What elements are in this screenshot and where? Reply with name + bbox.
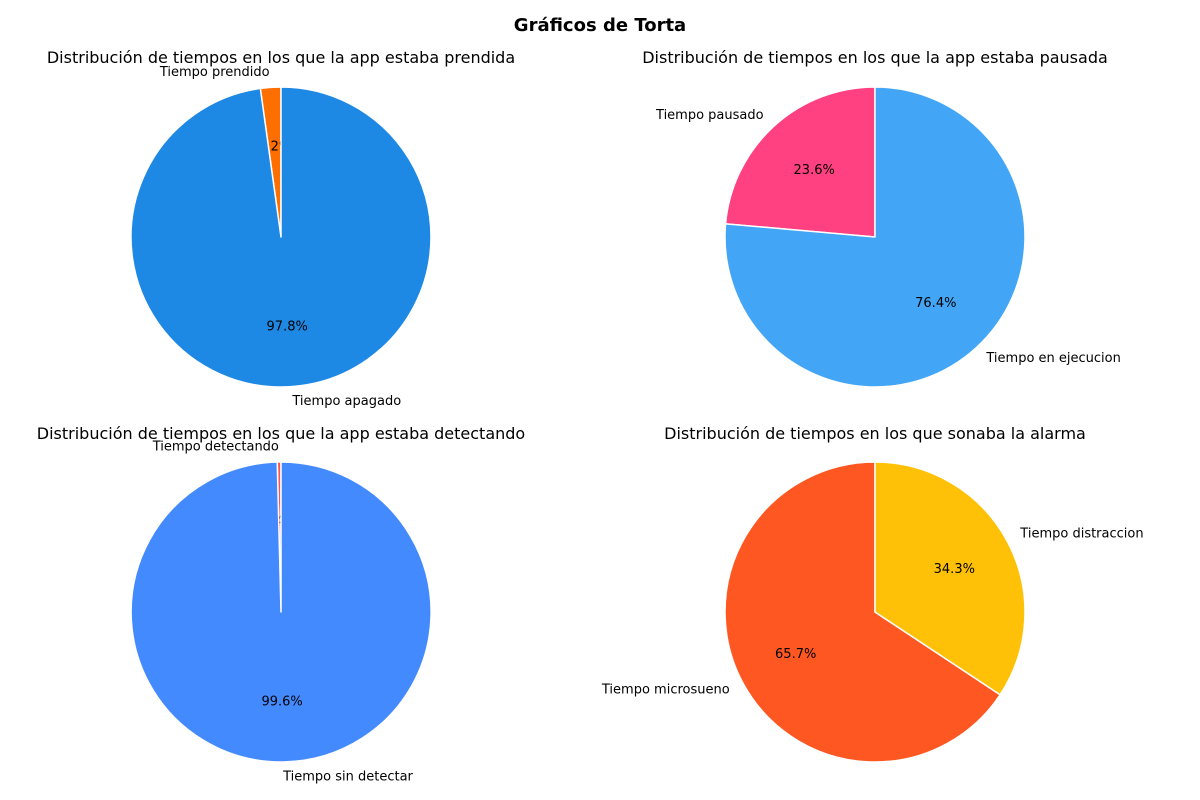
- pie-slice: [724, 461, 1001, 763]
- pie-chart-panel: Distribución de tiempos en los que la ap…: [47, 48, 515, 409]
- slice-percentage-label: 97.8%: [267, 319, 308, 334]
- slice-label: Tiempo prendido: [159, 65, 270, 80]
- slice-label: Tiempo sin detectar: [282, 770, 413, 785]
- pie-chart-title: Distribución de tiempos en los que la ap…: [37, 424, 525, 443]
- pie-slice: [874, 461, 1026, 696]
- pie-slice: [130, 86, 432, 388]
- slice-percentage-label: 99.6%: [261, 695, 302, 710]
- slice-label: Tiempo detectando: [152, 440, 279, 455]
- figure-title: Gráficos de Torta: [514, 15, 686, 36]
- pie-chart-title: Distribución de tiempos en los que la ap…: [47, 48, 515, 67]
- pie-slice: [130, 461, 432, 763]
- slice-label: Tiempo distraccion: [1019, 526, 1143, 541]
- slice-label: Tiempo apagado: [291, 394, 401, 409]
- slice-percentage-label: 76.4%: [915, 296, 956, 311]
- pie-slice: [724, 86, 876, 238]
- pie-chart-title: Distribución de tiempos en los que sonab…: [664, 424, 1086, 443]
- slice-percentage-label: 65.7%: [775, 647, 816, 662]
- pie-chart-panel: Distribución de tiempos en los que la ap…: [642, 48, 1121, 388]
- slice-label: Tiempo microsueno: [601, 683, 730, 698]
- slice-label: Tiempo en ejecucion: [985, 351, 1120, 366]
- slice-percentage-label: 34.3%: [934, 562, 975, 577]
- pie-chart-panel: Distribución de tiempos en los que la ap…: [37, 424, 525, 785]
- slice-percentage-label: 23.6%: [794, 163, 835, 178]
- pie-chart-title: Distribución de tiempos en los que la ap…: [642, 48, 1108, 67]
- pie-chart-panel: Distribución de tiempos en los que sonab…: [601, 424, 1144, 763]
- slice-label: Tiempo pausado: [655, 108, 764, 123]
- pie-slice: [724, 86, 1026, 388]
